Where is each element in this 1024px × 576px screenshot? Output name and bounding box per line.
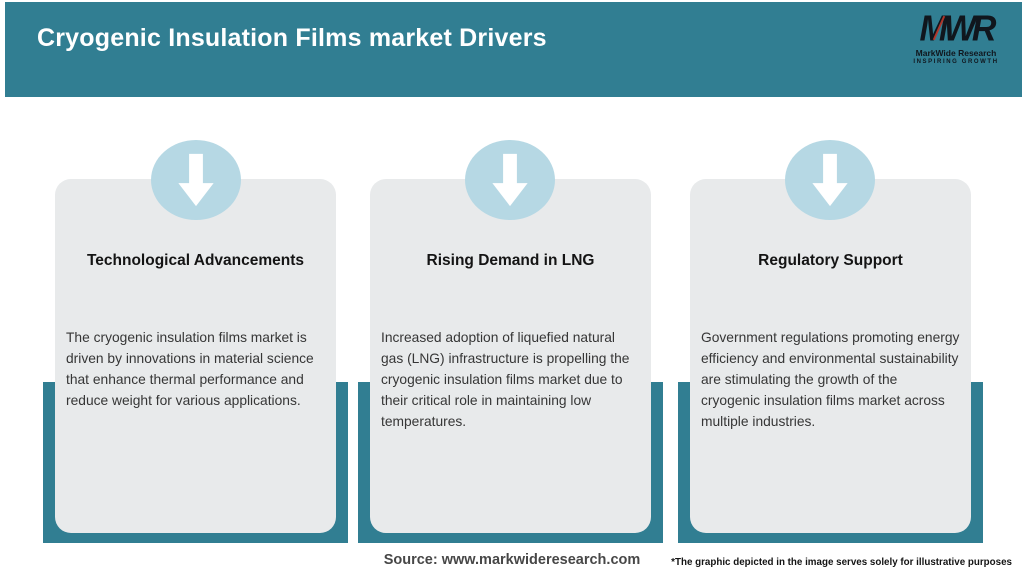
page-title: Cryogenic Insulation Films market Driver… <box>37 24 547 52</box>
card-description: Government regulations promoting energy … <box>701 330 960 429</box>
logo-name: MarkWide Research <box>915 48 997 58</box>
circle-badge <box>151 140 241 220</box>
source-text: Source: www.markwideresearch.com <box>383 552 641 568</box>
card-title: Technological Advancements <box>86 252 305 269</box>
down-arrow-icon <box>178 153 214 207</box>
header-bar: Cryogenic Insulation Films market Driver… <box>5 2 1022 97</box>
markwide-research-logo: MWR MarkWide Research INSPIRING GROWTH <box>908 9 1004 65</box>
card-title: Regulatory Support <box>758 252 903 269</box>
logo-tagline: INSPIRING GROWTH <box>913 59 999 65</box>
driver-card-technological-advancements: Technological Advancements The cryogenic… <box>55 179 336 533</box>
down-arrow-icon <box>812 153 848 207</box>
card-description: Increased adoption of liquefied natural … <box>381 330 630 429</box>
card-title: Rising Demand in LNG <box>426 252 595 269</box>
disclaimer-text: *The graphic depicted in the image serve… <box>671 557 1012 568</box>
driver-card-regulatory-support: Regulatory Support Government regulation… <box>690 179 971 533</box>
logo-monogram: MWR <box>919 9 997 49</box>
card-description: The cryogenic insulation films market is… <box>66 330 314 408</box>
circle-badge <box>785 140 875 220</box>
circle-badge <box>465 140 555 220</box>
down-arrow-icon <box>492 153 528 207</box>
driver-card-rising-demand-in-lng: Rising Demand in LNG Increased adoption … <box>370 179 651 533</box>
